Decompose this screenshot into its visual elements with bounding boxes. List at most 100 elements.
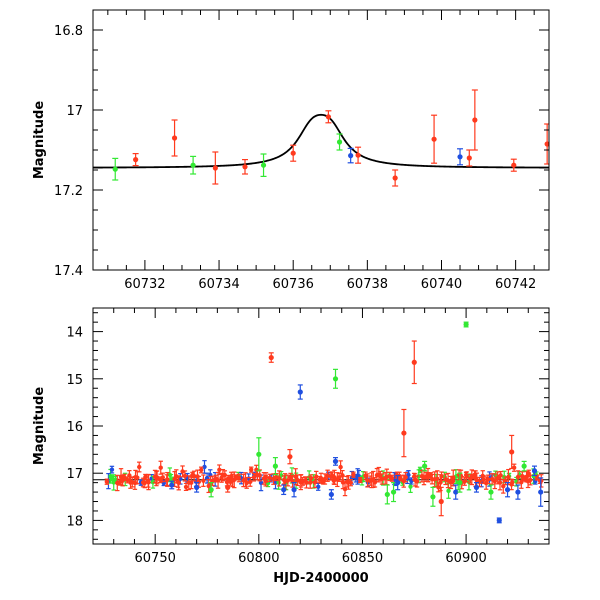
- data-marker: [285, 478, 291, 483]
- band-point: [160, 472, 165, 483]
- outlier-point: [328, 489, 334, 500]
- data-marker: [515, 474, 521, 480]
- data-marker: [308, 476, 314, 481]
- band-point: [236, 473, 242, 483]
- band-point: [358, 477, 363, 484]
- data-marker: [473, 484, 480, 490]
- x-tick-label: 60900: [445, 551, 486, 566]
- data-marker: [158, 465, 163, 470]
- data-marker: [293, 474, 298, 479]
- outlier-point: [422, 460, 428, 472]
- bottom-panel: 60750 60800 60850 60900 14 15 16 17 18 Magnitude H…: [32, 307, 550, 586]
- data-point: [325, 110, 332, 124]
- outlier-point: [438, 486, 444, 517]
- data-marker: [332, 376, 339, 382]
- data-marker: [183, 484, 189, 490]
- data-marker: [176, 480, 181, 486]
- band-point: [249, 466, 254, 473]
- band-point: [191, 470, 197, 482]
- data-marker: [488, 489, 494, 495]
- data-marker: [146, 480, 151, 485]
- data-marker: [122, 475, 127, 480]
- plot-area: [93, 321, 549, 524]
- data-marker: [466, 155, 472, 161]
- y-tick-label: 16.8: [54, 24, 83, 39]
- outlier-point: [332, 368, 339, 389]
- data-marker: [531, 468, 538, 474]
- outlier-point: [291, 482, 297, 498]
- band-point: [314, 470, 319, 483]
- band-point: [137, 461, 142, 473]
- outlier-point: [515, 484, 521, 500]
- y-tick-label: 17: [66, 467, 83, 482]
- data-marker: [325, 114, 332, 120]
- data-marker: [457, 154, 463, 160]
- data-marker: [526, 471, 531, 476]
- data-marker: [498, 473, 503, 478]
- data-marker: [510, 480, 515, 485]
- data-point: [190, 155, 197, 175]
- data-point: [347, 147, 354, 164]
- x-tick-label: 60738: [347, 277, 388, 292]
- data-marker: [104, 479, 110, 484]
- data-marker: [401, 430, 407, 436]
- data-marker: [435, 476, 440, 482]
- band-point: [263, 472, 269, 483]
- outlier-point: [256, 437, 262, 472]
- data-marker: [509, 449, 515, 455]
- data-marker: [236, 475, 242, 481]
- outlier-point: [395, 474, 401, 491]
- band-point: [165, 471, 170, 487]
- band-point: [146, 474, 151, 491]
- outlier-point: [169, 480, 175, 490]
- x-axis-label: HJD-2400000: [273, 571, 368, 586]
- data-marker: [538, 489, 544, 495]
- data-marker: [225, 484, 231, 490]
- band-point: [158, 460, 163, 475]
- data-marker: [137, 464, 142, 470]
- data-marker: [472, 117, 478, 123]
- y-tick-label: 17.2: [54, 184, 83, 199]
- data-marker: [291, 487, 297, 493]
- band-point: [528, 474, 533, 486]
- data-marker: [414, 479, 420, 484]
- data-marker: [463, 321, 469, 328]
- data-point: [466, 149, 473, 167]
- data-marker: [325, 473, 330, 478]
- band-point: [511, 463, 517, 472]
- data-point: [431, 114, 438, 164]
- y-tick-label: 18: [66, 514, 83, 529]
- band-point: [481, 475, 486, 484]
- data-marker: [191, 473, 197, 479]
- band-point: [348, 478, 353, 487]
- band-point: [285, 474, 291, 487]
- band-point: [485, 474, 491, 485]
- band-point: [251, 472, 257, 482]
- band-point: [336, 472, 342, 482]
- y-tick-label: 14: [66, 326, 83, 341]
- data-marker: [242, 164, 248, 170]
- data-marker: [411, 359, 417, 365]
- data-marker: [171, 135, 178, 141]
- data-marker: [403, 474, 408, 480]
- band-point: [389, 474, 395, 482]
- data-marker: [142, 480, 147, 486]
- data-marker: [348, 153, 354, 159]
- x-tick-label: 60742: [495, 277, 536, 292]
- outlier-point: [272, 457, 278, 476]
- data-marker: [438, 498, 444, 505]
- data-marker: [304, 480, 309, 485]
- outlier-point: [109, 474, 115, 482]
- data-marker: [263, 475, 269, 480]
- data-marker: [363, 473, 368, 478]
- x-tick-label: 60850: [342, 551, 383, 566]
- data-marker: [515, 489, 521, 495]
- data-point: [171, 119, 178, 157]
- y-tick-label: 17.4: [54, 264, 83, 279]
- data-marker: [336, 139, 343, 145]
- data-marker: [249, 467, 254, 472]
- data-marker: [189, 480, 194, 485]
- data-marker: [528, 477, 533, 483]
- x-tick-label: 60732: [124, 277, 165, 292]
- x-tick-label: 60750: [135, 551, 176, 566]
